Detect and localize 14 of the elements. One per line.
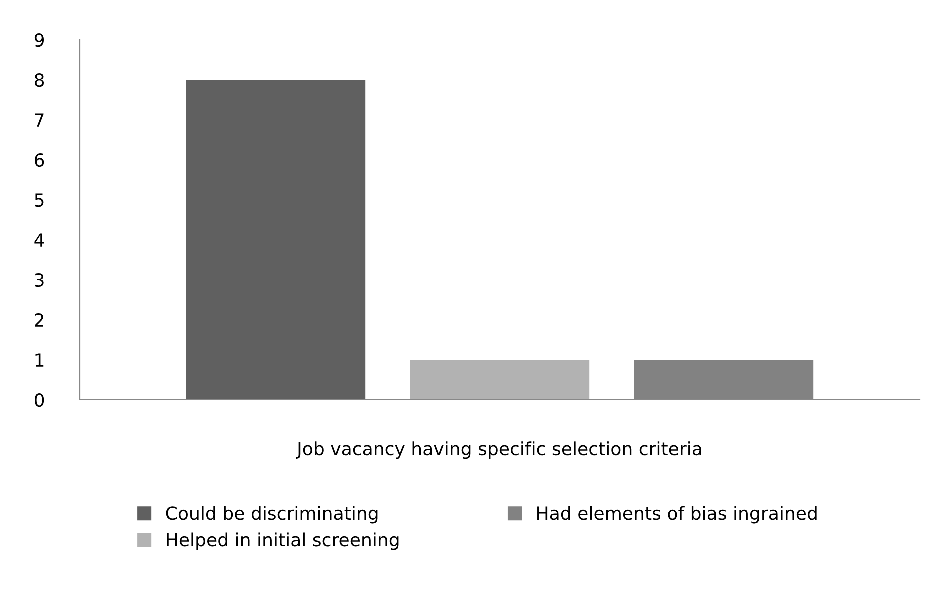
legend-label: Could be discriminating bbox=[166, 506, 378, 524]
y-tick-label: 9 bbox=[34, 33, 44, 48]
y-tick-label: 3 bbox=[35, 273, 44, 288]
y-tick-label: 8 bbox=[35, 73, 44, 88]
legend-label: Helped in initial screening bbox=[167, 532, 399, 550]
y-tick-label: 6 bbox=[35, 153, 44, 168]
y-tick-label: 7 bbox=[35, 114, 44, 127]
y-tick-label: 2 bbox=[35, 313, 44, 327]
y-tick-label: 0 bbox=[34, 393, 44, 408]
legend-label: Had elements of bias ingrained bbox=[538, 506, 817, 524]
x-tick-label: Job vacancy having specific selection criteria bbox=[296, 442, 702, 460]
y-tick-label: 4 bbox=[34, 234, 44, 247]
y-tick-label: 5 bbox=[35, 194, 44, 208]
y-tick-label: 1 bbox=[36, 354, 44, 367]
